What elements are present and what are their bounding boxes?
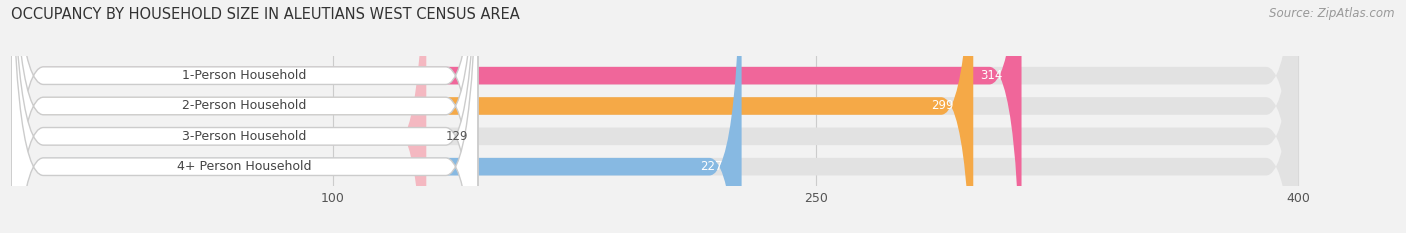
FancyBboxPatch shape bbox=[11, 0, 973, 233]
Text: 1-Person Household: 1-Person Household bbox=[183, 69, 307, 82]
FancyBboxPatch shape bbox=[11, 0, 1022, 233]
Text: 227: 227 bbox=[700, 160, 723, 173]
Text: 129: 129 bbox=[446, 130, 468, 143]
FancyBboxPatch shape bbox=[11, 0, 478, 233]
FancyBboxPatch shape bbox=[11, 0, 741, 233]
FancyBboxPatch shape bbox=[11, 0, 1298, 233]
Text: 2-Person Household: 2-Person Household bbox=[183, 99, 307, 113]
Text: 4+ Person Household: 4+ Person Household bbox=[177, 160, 312, 173]
FancyBboxPatch shape bbox=[11, 0, 478, 233]
Text: 3-Person Household: 3-Person Household bbox=[183, 130, 307, 143]
FancyBboxPatch shape bbox=[11, 0, 1298, 233]
FancyBboxPatch shape bbox=[11, 0, 478, 233]
FancyBboxPatch shape bbox=[11, 0, 478, 233]
FancyBboxPatch shape bbox=[11, 0, 1298, 233]
FancyBboxPatch shape bbox=[11, 0, 1298, 233]
Text: 299: 299 bbox=[931, 99, 953, 113]
Text: OCCUPANCY BY HOUSEHOLD SIZE IN ALEUTIANS WEST CENSUS AREA: OCCUPANCY BY HOUSEHOLD SIZE IN ALEUTIANS… bbox=[11, 7, 520, 22]
Text: 314: 314 bbox=[980, 69, 1002, 82]
Text: Source: ZipAtlas.com: Source: ZipAtlas.com bbox=[1270, 7, 1395, 20]
FancyBboxPatch shape bbox=[11, 0, 426, 233]
